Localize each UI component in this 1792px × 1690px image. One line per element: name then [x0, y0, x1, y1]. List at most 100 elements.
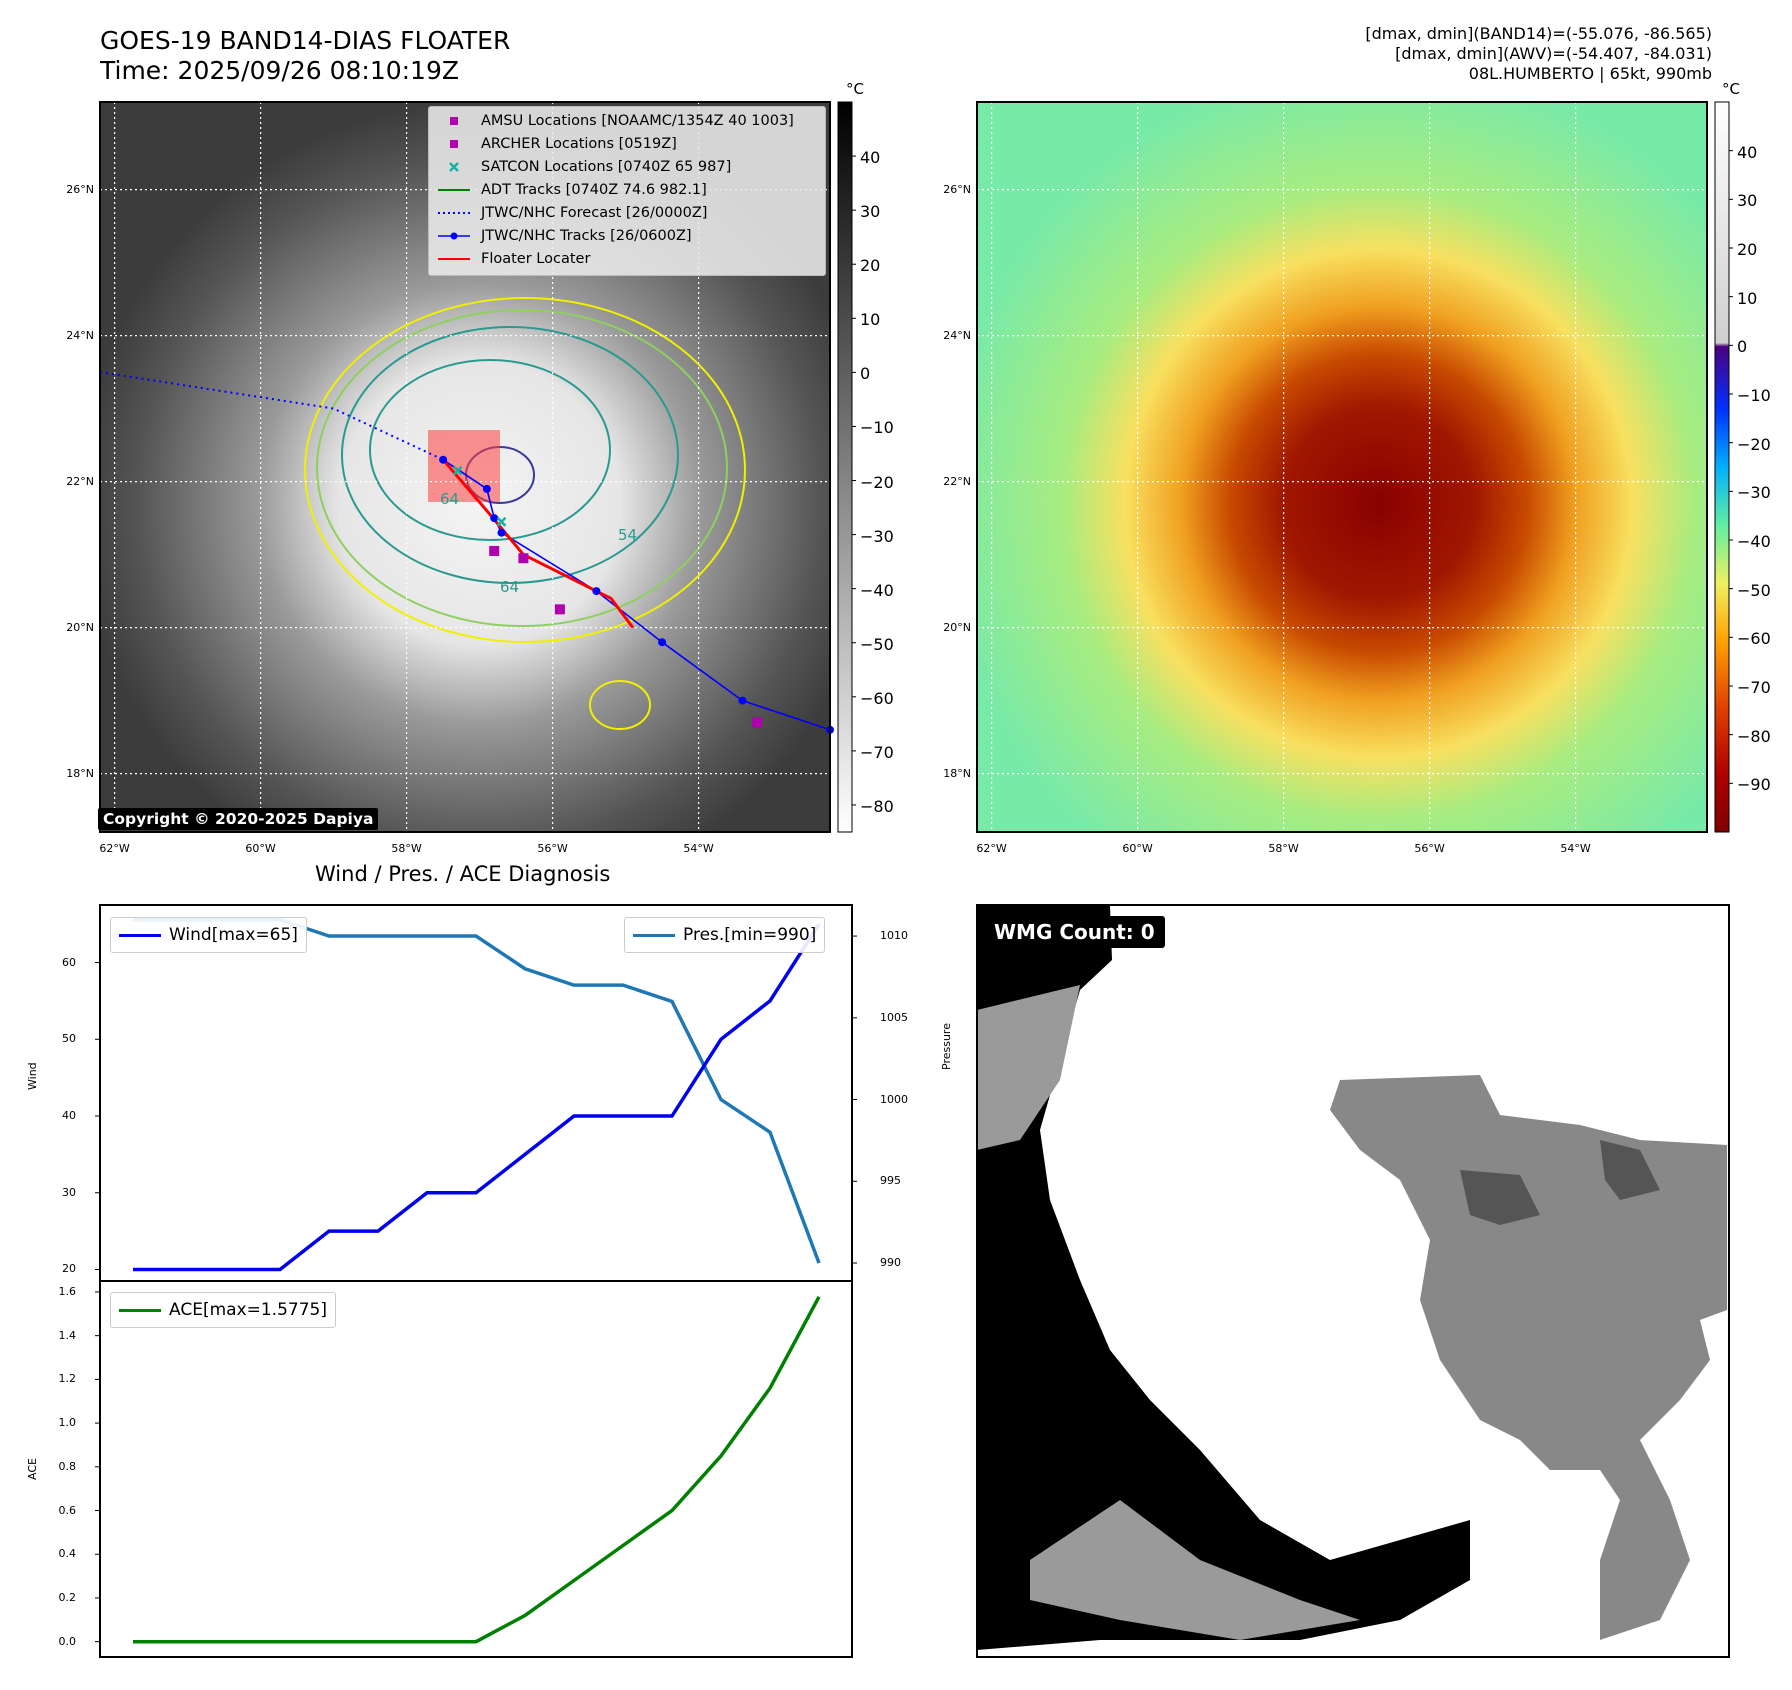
ace-tick-label: 1.6	[58, 1284, 77, 1298]
map-legend-marker	[437, 157, 471, 177]
colorbar-tick-label: −30	[1737, 483, 1771, 503]
wmg-black-region	[977, 905, 1470, 1650]
colorbar-tick-label: −90	[1737, 775, 1771, 795]
best-track	[442, 459, 831, 731]
amsu-point	[489, 545, 500, 556]
satcon-point	[452, 465, 463, 476]
left-colorbar-unit: °C	[846, 80, 864, 98]
pressure-tick-label: 1010	[880, 929, 908, 943]
diagnosis-title: Wind / Pres. / ACE Diagnosis	[315, 862, 611, 886]
map-legend-item: ADT Tracks [0740Z 74.6 982.1]	[437, 180, 707, 200]
copyright-label: Copyright © 2020-2025 Dapiya	[98, 808, 379, 830]
lat-tick-label: 18°N	[943, 766, 971, 780]
colorbar-tick-label: −80	[860, 796, 894, 816]
contour-inner-teal	[369, 359, 611, 541]
ace-tick-label: 1.0	[58, 1416, 77, 1430]
colorbar-tick-label: 40	[860, 148, 881, 168]
lon-tick-label: 62°W	[99, 842, 130, 855]
ace-tick-label: 1.4	[58, 1328, 77, 1342]
map-legend-marker	[437, 203, 471, 223]
amsu-point	[518, 553, 529, 564]
wmg-gray-region	[1330, 1075, 1727, 1640]
lon-tick-label: 58°W	[1268, 842, 1299, 855]
map-legend-item: JTWC/NHC Tracks [26/0600Z]	[437, 226, 692, 246]
colorbar-tick-label: 40	[1737, 142, 1758, 162]
pressure-tick-label: 1005	[880, 1010, 908, 1024]
right-map-grid	[977, 102, 1707, 832]
wmg-frame	[976, 904, 1730, 1658]
ace-tick-label: 0.6	[58, 1503, 77, 1517]
maps-svg: 64 64 54	[99, 101, 1733, 833]
lat-tick-label: 20°N	[943, 620, 971, 634]
map-legend-label: JTWC/NHC Tracks [26/0600Z]	[481, 228, 692, 244]
map-legend-label: AMSU Locations [NOAAMC/1354Z 40 1003]	[481, 113, 794, 129]
best-track-point	[439, 455, 448, 464]
contour-teal	[341, 326, 679, 584]
wmg-darkgray-region-2	[1600, 1140, 1660, 1200]
wind-tick-label: 50	[62, 1032, 76, 1046]
colorbar-tick-label: −30	[860, 526, 894, 546]
best-track-point	[738, 696, 747, 705]
right-colorbar-ticks	[1729, 150, 1733, 784]
colorbar-tick-label: 30	[860, 202, 881, 222]
right-colorbar	[1714, 101, 1730, 833]
lon-tick-label: 62°W	[976, 842, 1007, 855]
pressure-ticks	[852, 935, 857, 1264]
pressure-legend-swatch	[633, 933, 675, 937]
map-legend-label: ARCHER Locations [0519Z]	[481, 136, 677, 152]
pressure-tick-label: 995	[880, 1174, 901, 1188]
colorbar-tick-label: −40	[860, 580, 894, 600]
colorbar-tick-label: −40	[1737, 532, 1771, 551]
satcon-points	[452, 465, 507, 527]
satcon-point	[496, 516, 507, 527]
colorbar-tick-label: −50	[860, 634, 894, 654]
colorbar-tick-label: −20	[860, 472, 894, 492]
wmg-lightgray-region-2	[1030, 1500, 1360, 1640]
colorbar-tick-label: −80	[1737, 726, 1771, 746]
map-legend-marker	[437, 180, 471, 200]
colorbar-tick-label: 30	[1737, 191, 1758, 211]
right-colorbar-unit: °C	[1722, 80, 1740, 98]
ace-ticks	[95, 1291, 100, 1643]
storm-info-label: 08L.HUMBERTO | 65kt, 990mb	[1468, 64, 1712, 83]
contour-label-1: 64	[440, 490, 459, 508]
lon-tick-label: 54°W	[1560, 842, 1591, 855]
ace-tick-label: 0.4	[58, 1547, 77, 1561]
lat-tick-label: 26°N	[943, 182, 971, 196]
colorbar-tick-label: 10	[860, 310, 881, 330]
wind-series-line	[133, 923, 821, 1272]
ace-tick-label: 1.2	[58, 1372, 77, 1386]
pressure-axis-label: Pressure	[940, 1023, 953, 1070]
lat-tick-label: 22°N	[943, 474, 971, 488]
pressure-tick-label: 990	[880, 1256, 901, 1270]
page-title: GOES-19 BAND14-DIAS FLOATER	[100, 26, 511, 55]
band14-range-label: [dmax, dmin](BAND14)=(-55.076, -86.565)	[1365, 24, 1712, 43]
best-track-point	[592, 587, 601, 596]
map-legend-marker	[437, 249, 471, 269]
contour-label-3: 54	[618, 526, 637, 544]
amsu-point	[554, 604, 565, 615]
ace-legend-label: ACE[max=1.5775]	[169, 1300, 327, 1320]
map-legend-marker	[437, 226, 471, 246]
map-legend-item: ARCHER Locations [0519Z]	[437, 134, 677, 154]
awv-range-label: [dmax, dmin](AWV)=(-54.407, -84.031)	[1395, 44, 1712, 63]
time-label: Time: 2025/09/26 08:10:19Z	[100, 56, 459, 85]
wind-ticks	[95, 962, 100, 1270]
lat-tick-label: 18°N	[66, 766, 94, 780]
ace-tick-label: 0.2	[58, 1590, 77, 1604]
wind-tick-label: 30	[62, 1185, 76, 1199]
best-track-point	[497, 528, 506, 537]
wind-pres-frame	[99, 904, 853, 1282]
colorbar-tick-label: −10	[860, 418, 894, 438]
best-track-point	[482, 484, 491, 493]
lon-tick-label: 60°W	[1122, 842, 1153, 855]
lat-tick-label: 22°N	[66, 474, 94, 488]
forecast-track	[99, 371, 444, 461]
amsu-point	[752, 717, 762, 728]
best-track-point	[490, 514, 499, 523]
map-legend-marker	[437, 111, 471, 131]
left-colorbar	[837, 101, 853, 833]
contour-small-blob	[589, 680, 651, 730]
lon-tick-label: 54°W	[683, 842, 714, 855]
pressure-tick-label: 1000	[880, 1092, 908, 1106]
